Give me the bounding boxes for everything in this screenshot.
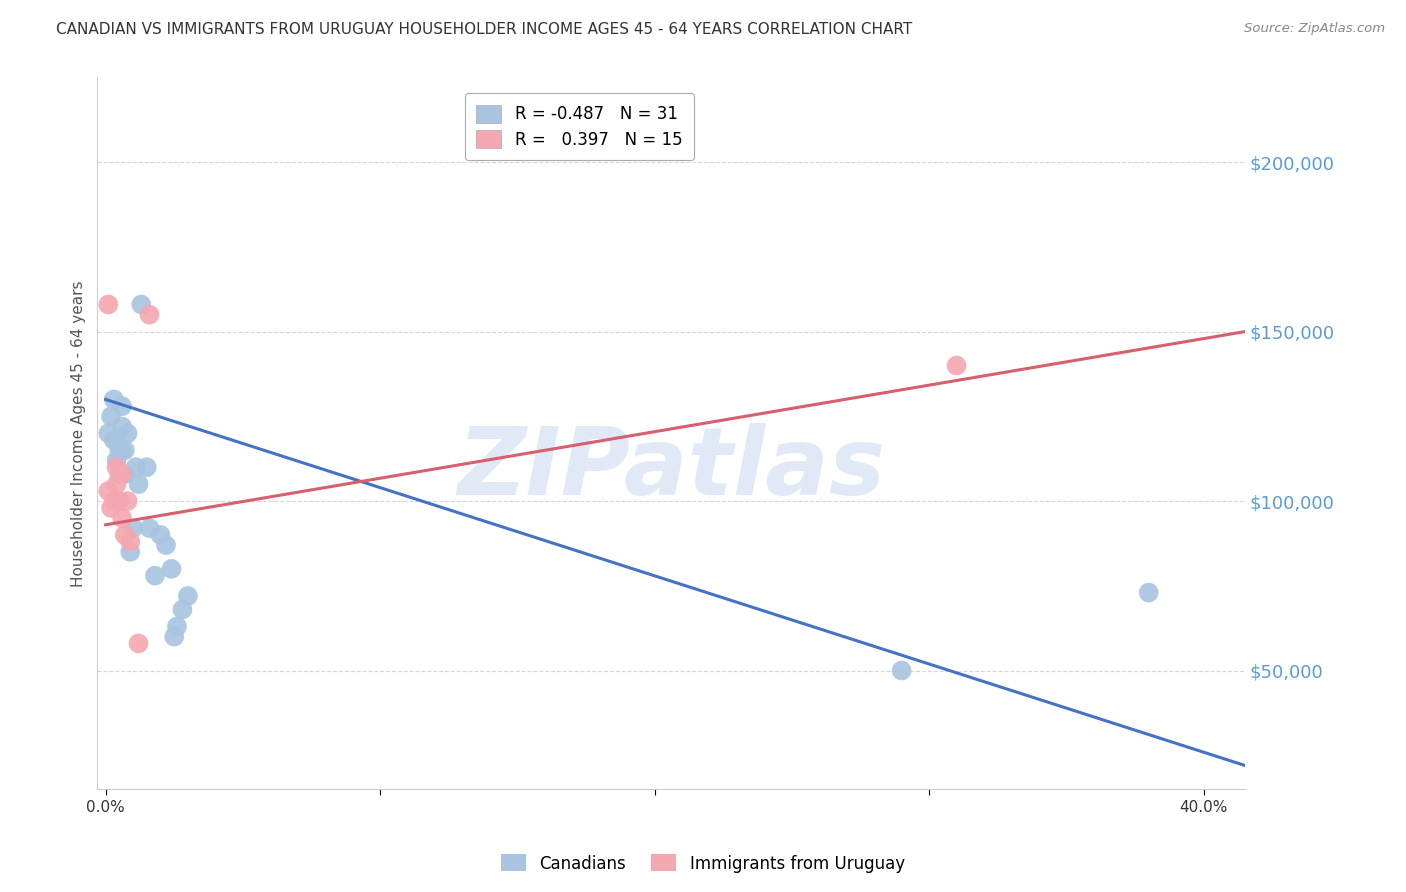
Point [100,409,122,424]
Point [103,392,125,407]
Point [108,467,131,481]
Point [117,426,139,441]
Point [111,443,134,458]
Point [138,308,160,322]
Point [100,500,122,515]
Point [125,460,148,475]
Point [114,467,136,481]
Point [129,297,152,311]
Point [97,483,120,498]
Point [155,538,177,552]
Point [138,521,160,535]
Text: Source: ZipAtlas.com: Source: ZipAtlas.com [1244,22,1385,36]
Point [111,467,134,481]
Point [105,477,128,491]
Point [135,460,157,475]
Point [128,636,150,650]
Point [122,521,145,535]
Point [177,589,200,603]
Point [114,443,136,458]
Point [163,630,186,644]
Point [120,545,142,559]
Point [128,477,150,491]
Point [97,297,120,311]
Point [111,511,134,525]
Text: ZIPatlas: ZIPatlas [457,423,886,515]
Legend: Canadians, Immigrants from Uruguay: Canadians, Immigrants from Uruguay [495,847,911,880]
Point [105,460,128,475]
Point [105,453,128,467]
Point [149,528,172,542]
Point [108,494,131,508]
Point [172,602,194,616]
Point [1137,585,1160,599]
Point [111,419,134,434]
Point [117,494,139,508]
Y-axis label: Householder Income Ages 45 - 64 years: Householder Income Ages 45 - 64 years [72,280,86,587]
Point [114,528,136,542]
Point [105,433,128,447]
Point [945,359,967,373]
Point [166,619,188,633]
Point [103,494,125,508]
Point [890,664,912,678]
Point [160,562,183,576]
Point [111,399,134,413]
Point [103,433,125,447]
Point [108,443,131,458]
Point [143,568,166,582]
Point [120,534,142,549]
Text: CANADIAN VS IMMIGRANTS FROM URUGUAY HOUSEHOLDER INCOME AGES 45 - 64 YEARS CORREL: CANADIAN VS IMMIGRANTS FROM URUGUAY HOUS… [56,22,912,37]
Point [97,426,120,441]
Legend: R = -0.487   N = 31, R =   0.397   N = 15: R = -0.487 N = 31, R = 0.397 N = 15 [464,93,695,161]
